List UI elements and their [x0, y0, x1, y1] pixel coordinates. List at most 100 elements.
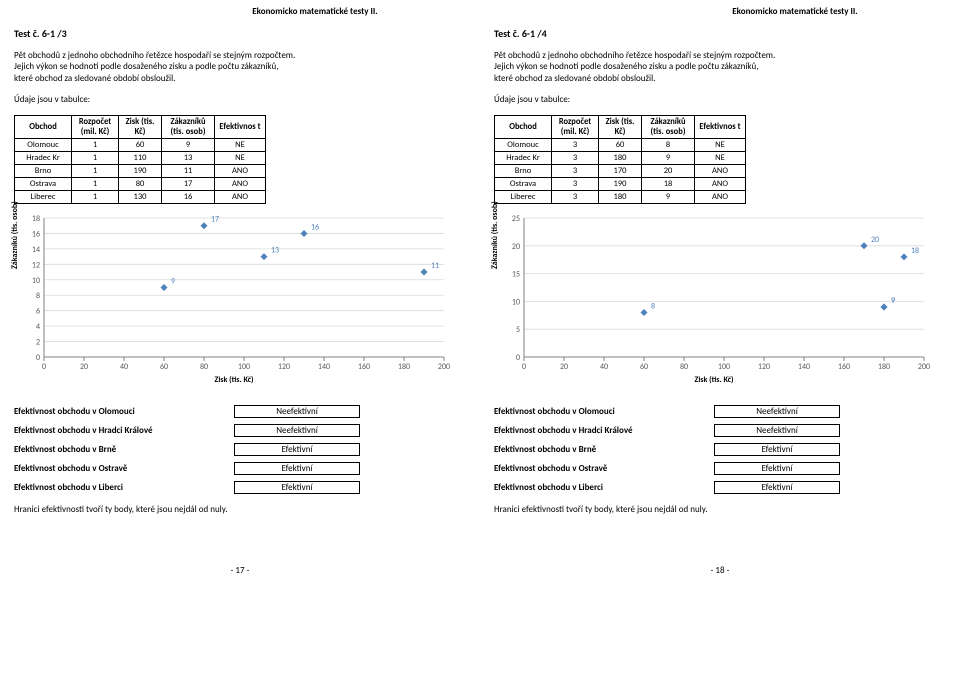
efficiency-row: Efektivnost obchodu v Brně Efektivní: [14, 443, 466, 456]
efficiency-value-box: Neefektivní: [234, 405, 360, 418]
para-line: které obchod za sledované období obslouž…: [494, 73, 655, 84]
data-table: ObchodRozpočet (mil. Kč)Zisk (tis. Kč)Zá…: [494, 115, 746, 204]
efficiency-row: Efektivnost obchodu v Hradci KrálovéNeef…: [494, 424, 946, 437]
cell-zisk: 110: [119, 151, 162, 164]
data-point-marker: [201, 222, 208, 229]
table-header: Zákazníků (tis. osob): [642, 115, 695, 138]
table-header: Rozpočet (mil. Kč): [552, 115, 599, 138]
page-number: - 17 -: [14, 565, 466, 576]
cell-efektivnost: ANO: [215, 190, 266, 203]
efficiency-row: Efektivnost obchodu v OstravěEfektivní: [14, 462, 466, 475]
cell-obchod: Brno: [495, 164, 552, 177]
efficiency-value-box: Efektivní: [234, 481, 360, 494]
table-header: Rozpočet (mil. Kč): [72, 115, 119, 138]
cell-zakazniku: 9: [642, 151, 695, 164]
x-tick-label: 100: [238, 362, 250, 372]
efficiency-row: Efektivnost obchodu v Liberci Efektivní: [14, 481, 466, 494]
data-point-label: 16: [311, 222, 319, 232]
data-point-marker: [301, 230, 308, 237]
intro-para: Pět obchodů z jednoho obchodního řetězce…: [494, 50, 946, 84]
x-tick-label: 0: [42, 362, 46, 372]
cell-zisk: 180: [599, 151, 642, 164]
efficiency-row: Efektivnost obchodu v OlomouciNeefektivn…: [494, 405, 946, 418]
y-tick-label: 10: [32, 276, 40, 286]
cell-efektivnost: NE: [695, 151, 746, 164]
cell-zisk: 170: [599, 164, 642, 177]
efficiency-row: Efektivnost obchodu v Hradci KrálovéNeef…: [14, 424, 466, 437]
efficiency-label: Efektivnost obchodu v Brně: [14, 444, 214, 455]
table-row: Liberec113016ANO: [15, 190, 266, 203]
x-tick-label: 120: [278, 362, 290, 372]
para-line: Pět obchodů z jednoho obchodního řetězce…: [494, 50, 775, 61]
efficiency-label: Efektivnost obchodu v Olomouci: [494, 406, 694, 417]
y-tick-label: 2: [36, 337, 40, 347]
cell-obchod: Hradec Kr: [495, 151, 552, 164]
x-tick-label: 20: [80, 362, 88, 372]
cell-obchod: Liberec: [495, 190, 552, 203]
test-title: Test č. 6-1 /3: [14, 27, 466, 40]
table-row: Olomouc1609NE: [15, 138, 266, 151]
y-tick-label: 16: [32, 229, 40, 239]
x-tick-label: 200: [918, 362, 930, 372]
x-tick-label: 80: [200, 362, 208, 372]
x-tick-label: 200: [438, 362, 450, 372]
efficiency-row: Efektivnost obchodu v OstravěEfektivní: [494, 462, 946, 475]
y-axis-label: Zákazníků (tis. osob): [10, 202, 20, 270]
cell-rozpocet: 3: [552, 151, 599, 164]
cell-efektivnost: ANO: [695, 190, 746, 203]
cell-efektivnost: ANO: [695, 164, 746, 177]
data-point-label: 9: [891, 296, 895, 306]
cell-zisk: 130: [119, 190, 162, 203]
efficiency-label: Efektivnost obchodu v Hradci Králové: [14, 425, 214, 436]
efficiency-label: Efektivnost obchodu v Liberci: [14, 482, 214, 493]
cell-rozpocet: 1: [72, 164, 119, 177]
data-point-label: 20: [871, 235, 879, 245]
data-point-label: 17: [211, 214, 219, 224]
y-tick-label: 0: [36, 353, 40, 363]
x-tick-label: 40: [120, 362, 128, 372]
x-tick-label: 0: [522, 362, 526, 372]
table-row: Brno119011ANO: [15, 164, 266, 177]
table-row: Ostrava319018ANO: [495, 177, 746, 190]
data-point-label: 9: [171, 276, 175, 286]
y-tick-label: 18: [32, 214, 40, 224]
table-row: Ostrava18017ANO: [15, 177, 266, 190]
efficiency-row: Efektivnost obchodu v OlomouciNeefektivn…: [14, 405, 466, 418]
efficiency-value-box: Efektivní: [234, 443, 360, 456]
cell-zakazniku: 18: [642, 177, 695, 190]
y-tick-label: 25: [512, 214, 520, 224]
efficiency-label: Efektivnost obchodu v Hradci Králové: [494, 425, 694, 436]
table-intro: Údaje jsou v tabulce:: [14, 94, 466, 105]
y-axis-label: Zákazníků (tis. osob): [490, 202, 500, 270]
x-tick-label: 20: [560, 362, 568, 372]
y-tick-label: 14: [32, 245, 40, 255]
efficiency-value-box: Efektivní: [234, 462, 360, 475]
page-header: Ekonomicko matematické testy II.: [14, 6, 466, 17]
y-tick-label: 4: [36, 322, 40, 332]
y-tick-label: 5: [516, 325, 520, 335]
y-tick-label: 8: [36, 291, 40, 301]
para-line: Pět obchodů z jednoho obchodního řetězce…: [14, 50, 295, 61]
table-header: Obchod: [15, 115, 72, 138]
cell-zisk: 60: [599, 138, 642, 151]
test-title: Test č. 6-1 /4: [494, 27, 946, 40]
data-point-marker: [881, 303, 888, 310]
x-tick-label: 160: [358, 362, 370, 372]
cell-zakazniku: 20: [642, 164, 695, 177]
data-point-marker: [861, 242, 868, 249]
y-tick-label: 10: [512, 297, 520, 307]
data-point-marker: [261, 253, 268, 260]
data-table: ObchodRozpočet (mil. Kč)Zisk (tis. Kč)Zá…: [14, 115, 266, 204]
table-header: Efektivnos t: [215, 115, 266, 138]
cell-obchod: Ostrava: [495, 177, 552, 190]
table-row: Hradec Kr111013NE: [15, 151, 266, 164]
cell-efektivnost: ANO: [215, 177, 266, 190]
cell-rozpocet: 1: [72, 138, 119, 151]
cell-zakazniku: 9: [642, 190, 695, 203]
x-tick-label: 180: [398, 362, 410, 372]
cell-rozpocet: 3: [552, 138, 599, 151]
table-row: Hradec Kr31809NE: [495, 151, 746, 164]
efficiency-label: Efektivnost obchodu v Liberci: [494, 482, 694, 493]
cell-obchod: Olomouc: [15, 138, 72, 151]
page-number: - 18 -: [494, 565, 946, 576]
